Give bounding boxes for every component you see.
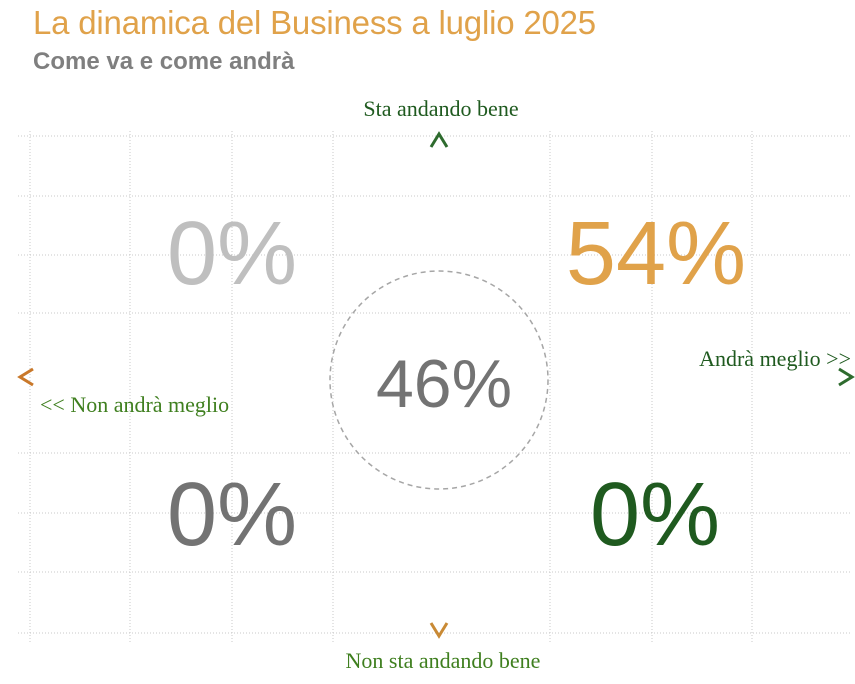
axis-label-bottom: Non sta andando bene [346, 648, 541, 673]
page-title: La dinamica del Business a luglio 2025 [33, 4, 596, 41]
page-subtitle: Come va e come andrà [33, 48, 295, 75]
horizontal-axis-arrow [17, 367, 855, 387]
quadrant-top-right-value: 54% [566, 204, 746, 304]
quadrant-bottom-right-value: 0% [590, 465, 720, 565]
vertical-axis-arrow [429, 131, 449, 639]
axis-label-right: Andrà meglio >> [699, 346, 851, 371]
center-value: 46% [376, 346, 512, 422]
background-grid [18, 131, 852, 644]
quadrant-top-left-value: 0% [167, 204, 297, 304]
axis-label-top: Sta andando bene [363, 96, 518, 121]
quadrant-bottom-left-value: 0% [167, 465, 297, 565]
axis-label-left: << Non andrà meglio [40, 392, 229, 417]
